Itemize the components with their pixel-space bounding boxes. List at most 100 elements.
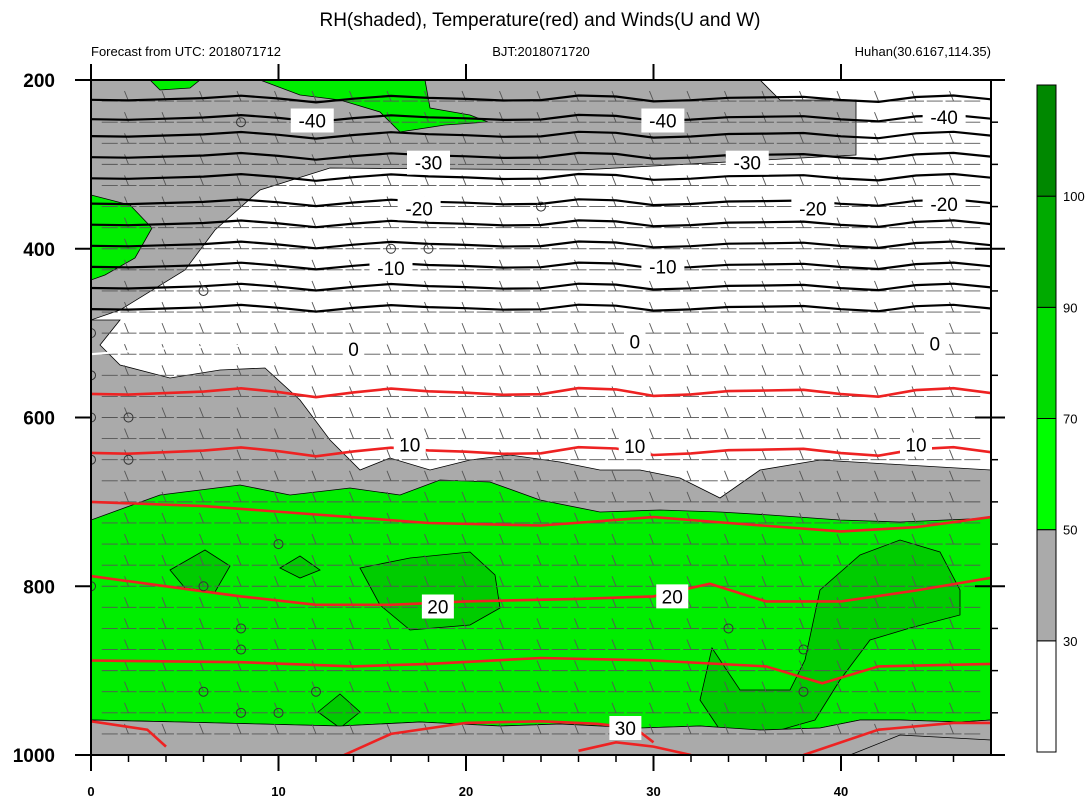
wind-barb-flag bbox=[461, 576, 467, 587]
wind-barb-flag bbox=[911, 133, 917, 144]
rh-dark-cell-2 bbox=[169, 549, 231, 593]
wind-barb-flag bbox=[161, 533, 167, 545]
wind-barb-flag bbox=[574, 618, 579, 629]
wind-barb-flag bbox=[424, 618, 429, 629]
wind-barb-flag bbox=[649, 681, 654, 692]
wind-barb-flag bbox=[161, 597, 167, 608]
wind-barb-flag bbox=[424, 90, 429, 102]
wind-barb-flag bbox=[311, 723, 317, 735]
wind-barb-flag bbox=[949, 280, 954, 292]
wind-barb-flag bbox=[199, 322, 204, 334]
wind-barb-flag bbox=[161, 238, 167, 249]
station-label: Huhan(30.6167,114.35) bbox=[855, 44, 991, 59]
rh-dark-cell-1 bbox=[359, 551, 501, 631]
wind-barb-flag bbox=[799, 428, 804, 439]
wind-barb-flag bbox=[649, 597, 654, 608]
wind-barb-flag bbox=[386, 576, 392, 587]
wind-barb-flag bbox=[874, 491, 879, 503]
bjt-label: BJT:2018071720 bbox=[492, 44, 590, 59]
y-tick-label: 800 bbox=[23, 577, 55, 598]
wind-barb-flag bbox=[611, 175, 617, 186]
wind-barb-flag bbox=[949, 344, 954, 355]
wind-barb-flag bbox=[574, 112, 579, 123]
wind-barb-flag bbox=[199, 639, 204, 650]
wind-barb-flag bbox=[686, 639, 692, 650]
wind-barb-flag bbox=[236, 681, 242, 692]
wind-barb-flag bbox=[236, 428, 242, 439]
wind-barb-flag bbox=[649, 554, 654, 566]
wind-barb-flag bbox=[836, 344, 842, 355]
wind-barb-flag bbox=[124, 512, 129, 524]
calm-circle bbox=[91, 454, 96, 465]
wind-barb-flag bbox=[274, 428, 279, 439]
contour-label-box bbox=[421, 594, 454, 619]
wind-barb-flag bbox=[686, 175, 692, 186]
wind-barb-flag bbox=[386, 301, 392, 313]
wind-barb-flag bbox=[761, 407, 767, 418]
wind-barb-flag bbox=[761, 639, 767, 650]
wind-barb-flag bbox=[124, 365, 129, 376]
wind-barb-flag bbox=[274, 639, 279, 650]
wind-barb-flag bbox=[499, 154, 504, 165]
wind-barb-flag bbox=[349, 217, 354, 228]
wind-barb-flag bbox=[386, 681, 392, 692]
contour-labels: -40 -40 -40 -30 -30 -20 -20 -20 -10 -10 0 0 0 10 10 10 2… bbox=[290, 105, 966, 740]
wind-barb-flag bbox=[761, 365, 767, 376]
wind-barb-flag bbox=[236, 554, 242, 566]
wind-barb-flag bbox=[461, 344, 467, 355]
wind-barb-flag bbox=[161, 322, 167, 334]
wind-barb-flag bbox=[386, 533, 392, 545]
wind-barb-flag bbox=[236, 154, 242, 165]
contour-label-box bbox=[397, 196, 441, 221]
wind-barb-flag bbox=[911, 618, 917, 629]
wind-barb-flag bbox=[236, 491, 242, 503]
wind-barb-flag bbox=[124, 322, 129, 334]
contour-label: 0 bbox=[929, 334, 940, 355]
wind-barb-flag bbox=[574, 512, 579, 524]
wind-barb-flag bbox=[574, 133, 579, 144]
wind-barb-flag bbox=[349, 238, 354, 249]
wind-barb-flag bbox=[949, 681, 954, 692]
wind-barb-flag bbox=[574, 238, 579, 249]
isotherm-red bbox=[803, 721, 991, 755]
wind-barb-flag bbox=[761, 681, 767, 692]
contour-label-box bbox=[624, 329, 646, 354]
wind-barb-flag bbox=[161, 386, 167, 397]
wind-barb-flag bbox=[311, 639, 317, 650]
wind-barb-flag bbox=[424, 554, 429, 566]
wind-barb-flag bbox=[574, 196, 579, 207]
wind-barb-flag bbox=[499, 554, 504, 566]
wind-barb-flag bbox=[349, 491, 354, 503]
wind-barb-flag bbox=[574, 301, 579, 313]
wind-barb-flag bbox=[461, 702, 467, 713]
wind-barb-flag bbox=[761, 449, 767, 460]
wind-barb-flag bbox=[836, 217, 842, 228]
y-tick-label: 400 bbox=[23, 240, 55, 261]
wind-barb-flag bbox=[574, 217, 579, 228]
isotherm-black bbox=[91, 240, 991, 250]
wind-barb-flag bbox=[386, 407, 392, 418]
wind-barb-flag bbox=[724, 597, 729, 608]
wind-barb-flag bbox=[611, 154, 617, 165]
wind-barb-flag bbox=[236, 238, 242, 249]
wind-barb-flag bbox=[386, 196, 392, 207]
wind-barb-flag bbox=[199, 344, 204, 355]
wind-barb-flag bbox=[761, 554, 767, 566]
wind-barb-flag bbox=[349, 112, 354, 123]
contour-label: -10 bbox=[377, 259, 404, 280]
wind-barb-flag bbox=[536, 639, 542, 650]
colorbar-segment bbox=[1036, 418, 1057, 531]
forecast-from-label: Forecast from UTC: 2018071712 bbox=[91, 44, 281, 59]
wind-barb-flag bbox=[274, 322, 279, 334]
wind-barb-flag bbox=[611, 280, 617, 292]
wind-barb-flag bbox=[349, 322, 354, 334]
wind-barb-flag bbox=[724, 428, 729, 439]
wind-barb-flag bbox=[574, 702, 579, 713]
wind-barb-flag bbox=[911, 533, 917, 545]
wind-barb-flag bbox=[949, 428, 954, 439]
wind-barb-flag bbox=[461, 491, 467, 503]
calm-circle bbox=[423, 243, 434, 254]
wind-barb-flag bbox=[799, 407, 804, 418]
wind-barb-flag bbox=[236, 133, 242, 144]
wind-barb-flag bbox=[236, 512, 242, 524]
